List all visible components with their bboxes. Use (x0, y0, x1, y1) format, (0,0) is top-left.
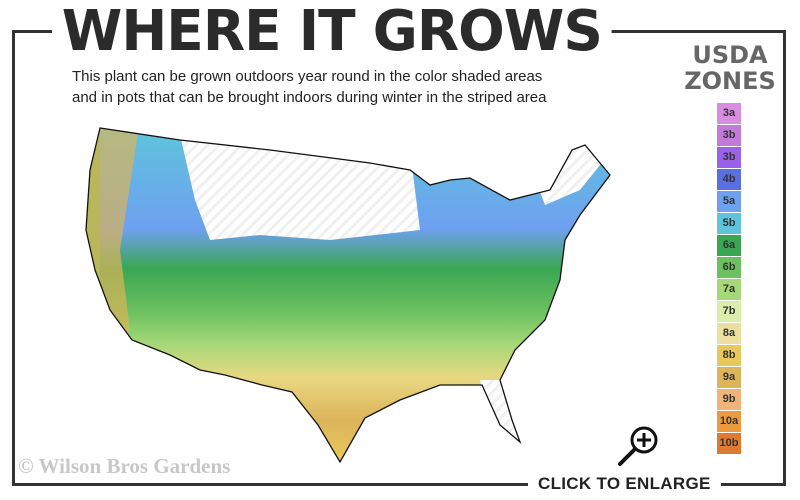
click-to-enlarge-button[interactable]: CLICK TO ENLARGE (528, 474, 721, 494)
legend-zone-9a: 9a (717, 367, 741, 388)
watermark: © Wilson Bros Gardens (18, 454, 231, 478)
page-title: WHERE IT GROWS (52, 0, 612, 64)
legend-title-line-1: USDA (692, 41, 768, 69)
zone-legend: 3a 3b 3b 4b 5a 5b 6a 6b 7a 7b 8a 8b 9a 9b 10a 10b (717, 103, 741, 455)
legend-zone-10b: 10b (717, 433, 741, 454)
legend-zone-3b: 3b (717, 125, 741, 146)
legend-zone-3b: 3b (717, 147, 741, 168)
legend-title: USDA ZONES (680, 42, 780, 94)
legend-zone-8b: 8b (717, 345, 741, 366)
legend-zone-9b: 9b (717, 389, 741, 410)
subtitle-line-1: This plant can be grown outdoors year ro… (72, 68, 543, 85)
map-fill (86, 128, 610, 462)
legend-zone-3a: 3a (717, 103, 741, 124)
subtitle: This plant can be grown outdoors year ro… (72, 66, 546, 108)
legend-zone-5b: 5b (717, 213, 741, 234)
legend-zone-7a: 7a (717, 279, 741, 300)
legend-zone-5a: 5a (717, 191, 741, 212)
legend-zone-6a: 6a (717, 235, 741, 256)
legend-title-line-2: ZONES (684, 67, 776, 95)
subtitle-line-2: and in pots that can be brought indoors … (72, 89, 547, 106)
legend-zone-4b: 4b (717, 169, 741, 190)
zoom-in-icon[interactable] (610, 424, 666, 468)
legend-zone-8a: 8a (717, 323, 741, 344)
legend-zone-6b: 6b (717, 257, 741, 278)
legend-zone-10a: 10a (717, 411, 741, 432)
legend-zone-7b: 7b (717, 301, 741, 322)
us-outline (85, 127, 611, 464)
